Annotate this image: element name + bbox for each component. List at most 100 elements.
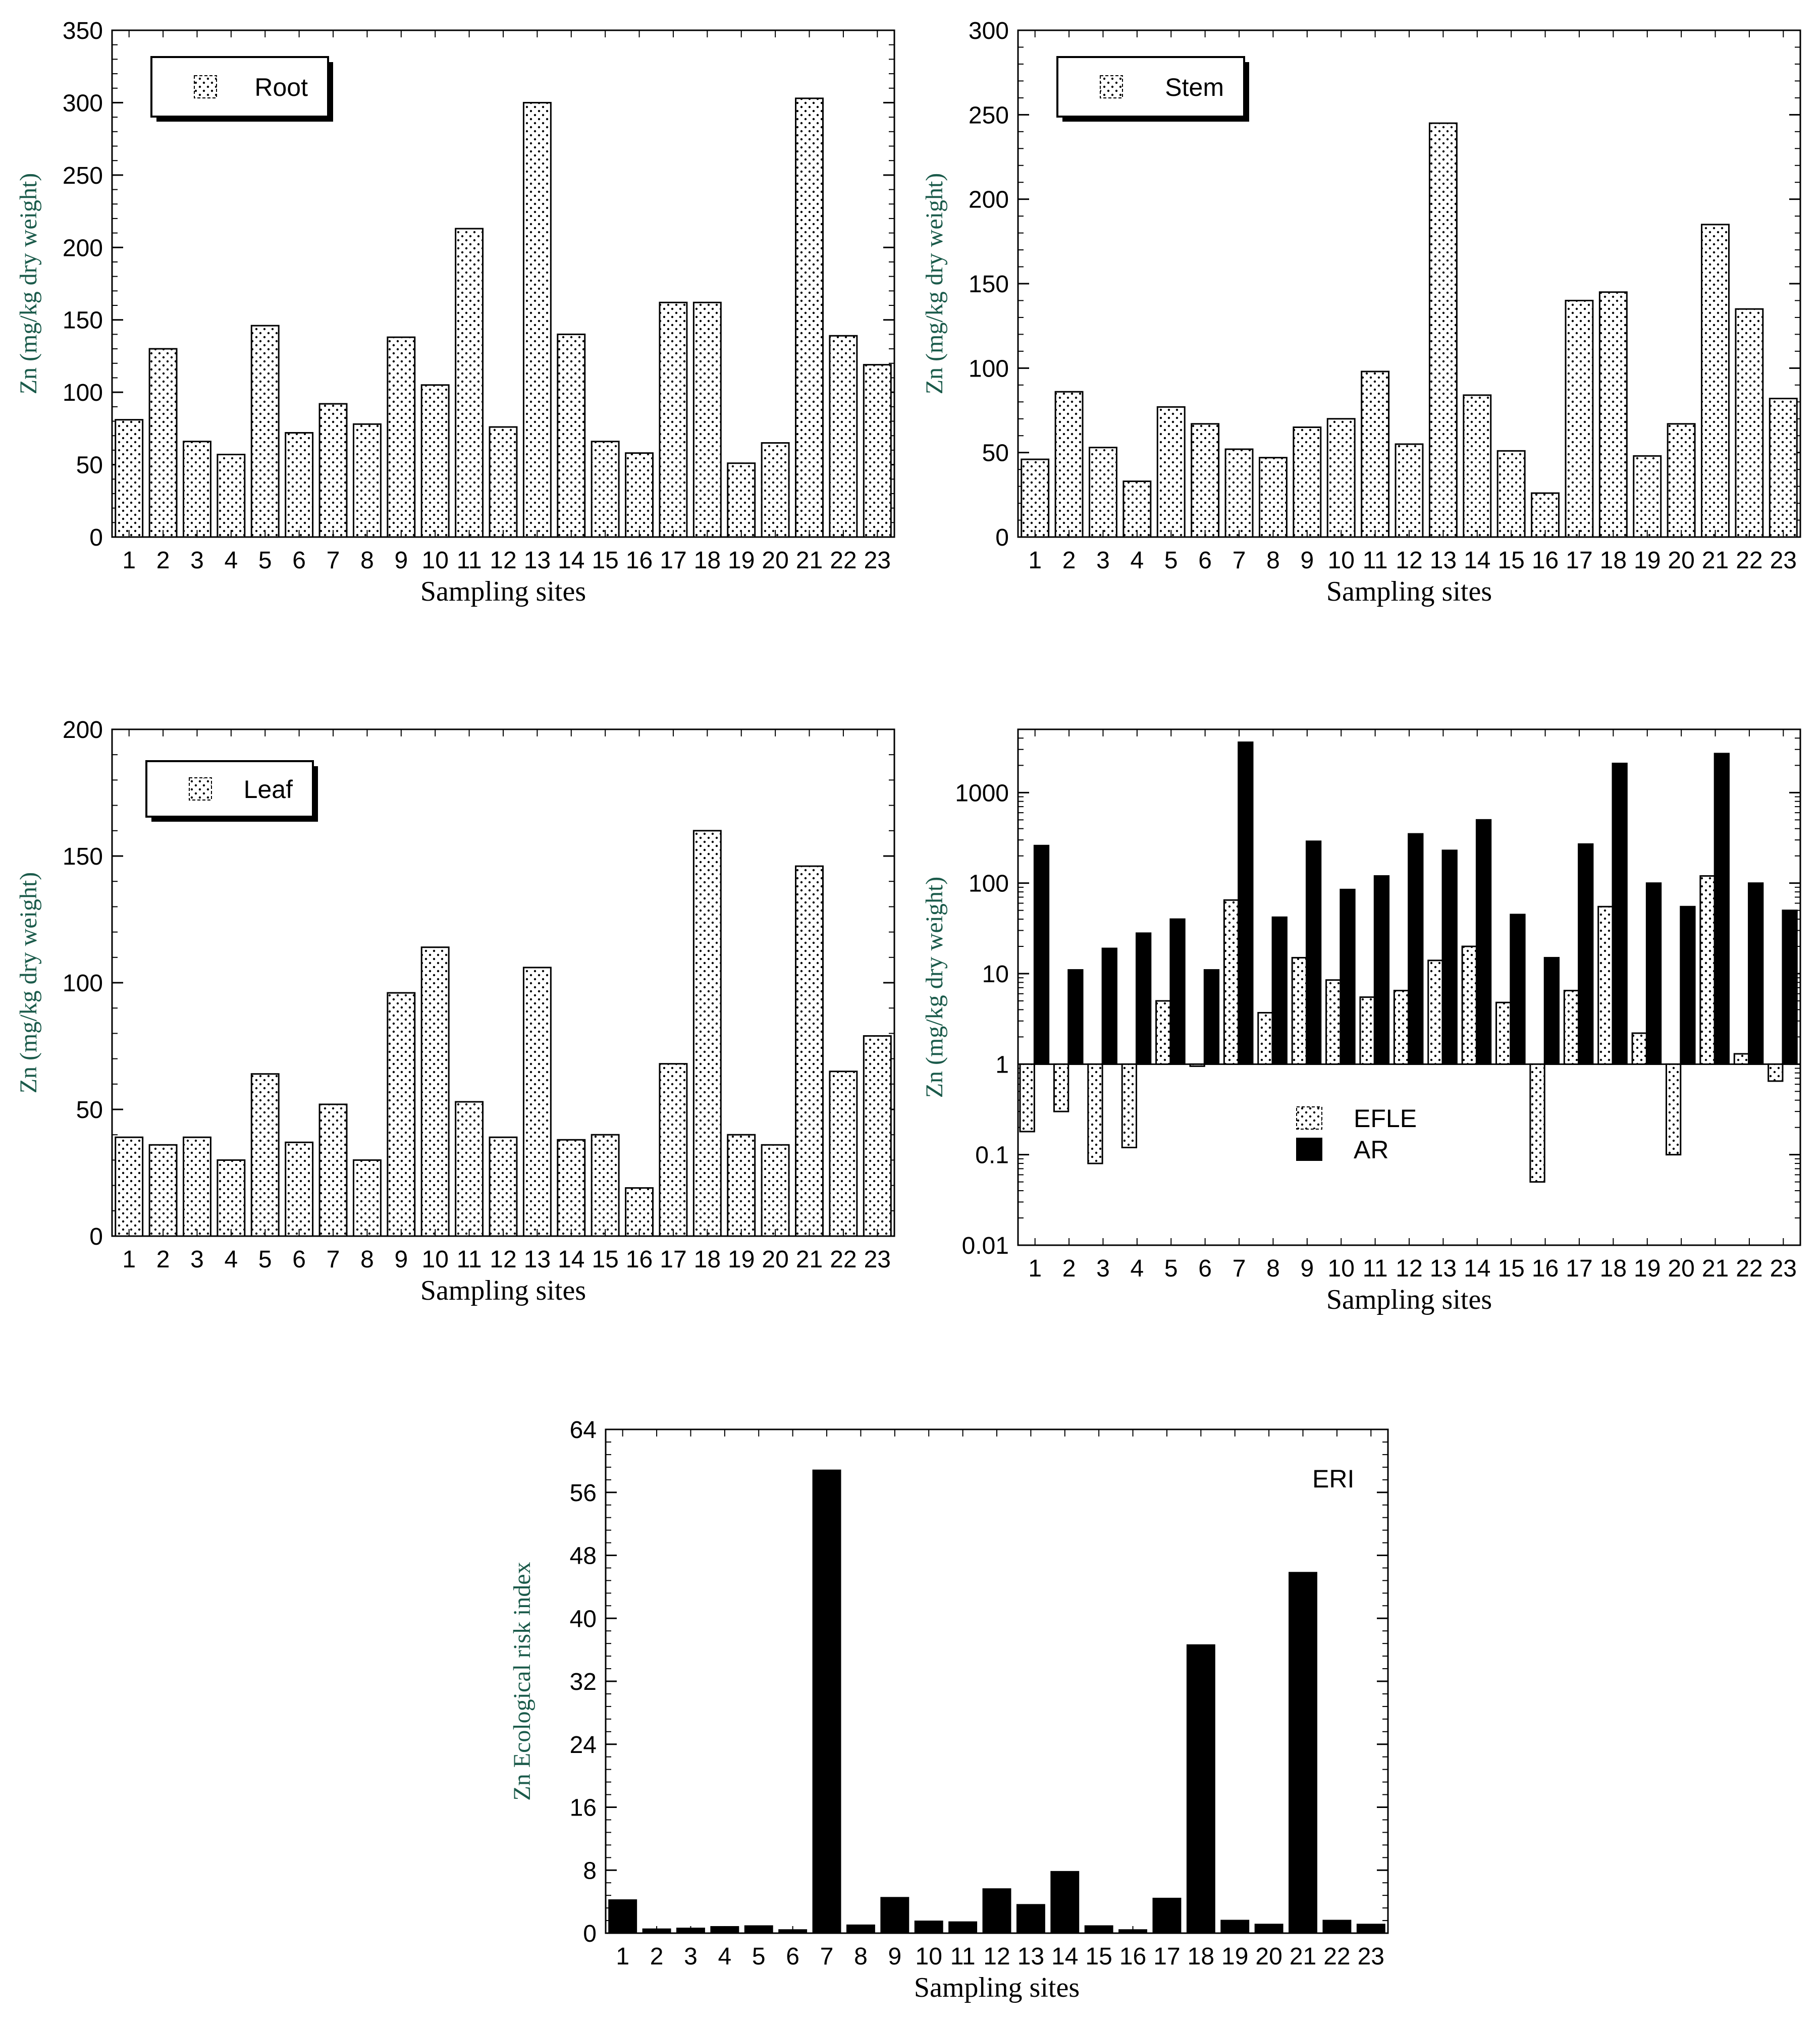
- x-tick-label: 16: [626, 547, 653, 574]
- x-tick-label: 11: [950, 1943, 976, 1970]
- bar-root-15: [591, 441, 620, 538]
- bar-stem-8: [1258, 457, 1288, 538]
- x-tick-label: 8: [1266, 1255, 1280, 1282]
- bar-root-9: [387, 336, 416, 538]
- bar-stem-7: [1224, 448, 1254, 538]
- bar-efle-23: [1768, 1063, 1784, 1082]
- y-tick-label: 100: [969, 871, 1009, 897]
- x-tick-label: 3: [684, 1943, 698, 1970]
- y-tick-label: 150: [63, 843, 103, 870]
- x-tick-label: 16: [1532, 1255, 1559, 1282]
- bar-root-1: [115, 419, 144, 538]
- bar-efle-22: [1733, 1053, 1750, 1065]
- bar-ar-10: [1340, 888, 1356, 1065]
- x-tick-label: 23: [1358, 1943, 1384, 1970]
- x-tick-label: 15: [1085, 1943, 1112, 1970]
- x-tick-label: 9: [888, 1943, 901, 1970]
- bar-leaf-12: [489, 1136, 518, 1237]
- bar-root-21: [795, 97, 824, 538]
- bar-stem-19: [1633, 455, 1662, 538]
- y-tick-label: 100: [63, 380, 103, 406]
- y-tick-label: 200: [63, 235, 103, 261]
- bar-ar-18: [1612, 763, 1628, 1065]
- x-tick-label: 8: [360, 547, 374, 574]
- legend-swatch-efle: [1296, 1106, 1322, 1130]
- x-tick-label: 1: [122, 1246, 136, 1273]
- bar-efle-12: [1393, 990, 1410, 1065]
- bar-ar-1: [1033, 844, 1050, 1065]
- x-tick-label: 10: [422, 1246, 449, 1273]
- bar-eri-14: [1050, 1871, 1080, 1934]
- x-tick-label: 2: [156, 547, 170, 574]
- x-tick-label: 23: [864, 1246, 891, 1273]
- bar-efle-13: [1427, 960, 1443, 1065]
- bar-ar-4: [1136, 932, 1152, 1065]
- bar-efle-18: [1597, 906, 1614, 1065]
- bar-efle-15: [1495, 1001, 1512, 1065]
- bar-efle-5: [1155, 1000, 1171, 1065]
- bar-ar-21: [1714, 753, 1730, 1065]
- bar-leaf-17: [659, 1063, 688, 1237]
- bar-stem-17: [1565, 299, 1594, 538]
- x-tick-label: 11: [1363, 1255, 1388, 1282]
- bar-efle-20: [1665, 1063, 1682, 1156]
- bar-ar-14: [1475, 819, 1492, 1065]
- y-tick-label: 150: [969, 271, 1009, 298]
- bar-efle-19: [1631, 1032, 1647, 1065]
- bar-stem-4: [1122, 481, 1152, 538]
- x-tick-label: 4: [225, 547, 238, 574]
- bar-efle-11: [1359, 996, 1375, 1065]
- bar-stem-9: [1293, 426, 1322, 538]
- y-tick-label: 32: [570, 1669, 597, 1695]
- bar-leaf-7: [318, 1103, 348, 1237]
- x-tick-label: 2: [650, 1943, 664, 1970]
- x-tick-label: 1: [122, 547, 136, 574]
- bar-root-17: [659, 301, 688, 538]
- bar-leaf-20: [761, 1144, 790, 1237]
- bar-leaf-10: [420, 946, 450, 1237]
- bar-ar-23: [1782, 910, 1798, 1065]
- legend-label: EFLE: [1354, 1104, 1417, 1133]
- x-tick-label: 17: [1566, 547, 1592, 574]
- x-tick-label: 9: [1300, 547, 1314, 574]
- legend-label: Stem: [1165, 73, 1224, 101]
- y-tick-label: 200: [969, 187, 1009, 214]
- bar-efle-2: [1053, 1063, 1069, 1112]
- x-tick-label: 5: [1164, 1255, 1178, 1282]
- x-tick-label: 11: [457, 1246, 482, 1273]
- y-axis-label: Zn Ecological risk index: [509, 1562, 536, 1800]
- bar-leaf-11: [455, 1101, 484, 1237]
- x-tick-label: 22: [830, 1246, 857, 1273]
- x-tick-label: 12: [1396, 547, 1422, 574]
- x-tick-label: 16: [1532, 547, 1559, 574]
- x-tick-label: 21: [796, 1246, 823, 1273]
- y-tick-label: 64: [570, 1417, 597, 1444]
- x-tick-label: 20: [1668, 547, 1694, 574]
- bar-ar-6: [1203, 969, 1220, 1065]
- x-tick-label: 1: [1028, 547, 1042, 574]
- bar-root-18: [692, 301, 722, 538]
- y-tick-label: 48: [570, 1543, 597, 1570]
- bar-leaf-9: [387, 992, 416, 1237]
- x-axis-label: Sampling sites: [420, 1275, 586, 1306]
- x-tick-label: 10: [422, 547, 449, 574]
- x-tick-label: 19: [728, 1246, 755, 1273]
- bar-efle-17: [1563, 990, 1580, 1065]
- x-tick-label: 17: [1153, 1943, 1180, 1970]
- x-tick-label: 15: [592, 547, 618, 574]
- bar-stem-10: [1326, 418, 1356, 538]
- x-tick-label: 22: [1736, 1255, 1762, 1282]
- x-tick-label: 20: [1668, 1255, 1694, 1282]
- x-tick-label: 10: [1328, 1255, 1355, 1282]
- legend-label: ERI: [1312, 1465, 1354, 1493]
- y-tick-label: 40: [570, 1606, 597, 1632]
- x-tick-label: 5: [1164, 547, 1178, 574]
- bar-stem-23: [1769, 398, 1798, 538]
- x-tick-label: 7: [327, 1246, 340, 1273]
- bar-leaf-5: [250, 1073, 280, 1237]
- y-tick-label: 0.1: [975, 1142, 1009, 1169]
- bar-leaf-19: [727, 1134, 756, 1237]
- bar-ar-17: [1578, 843, 1594, 1065]
